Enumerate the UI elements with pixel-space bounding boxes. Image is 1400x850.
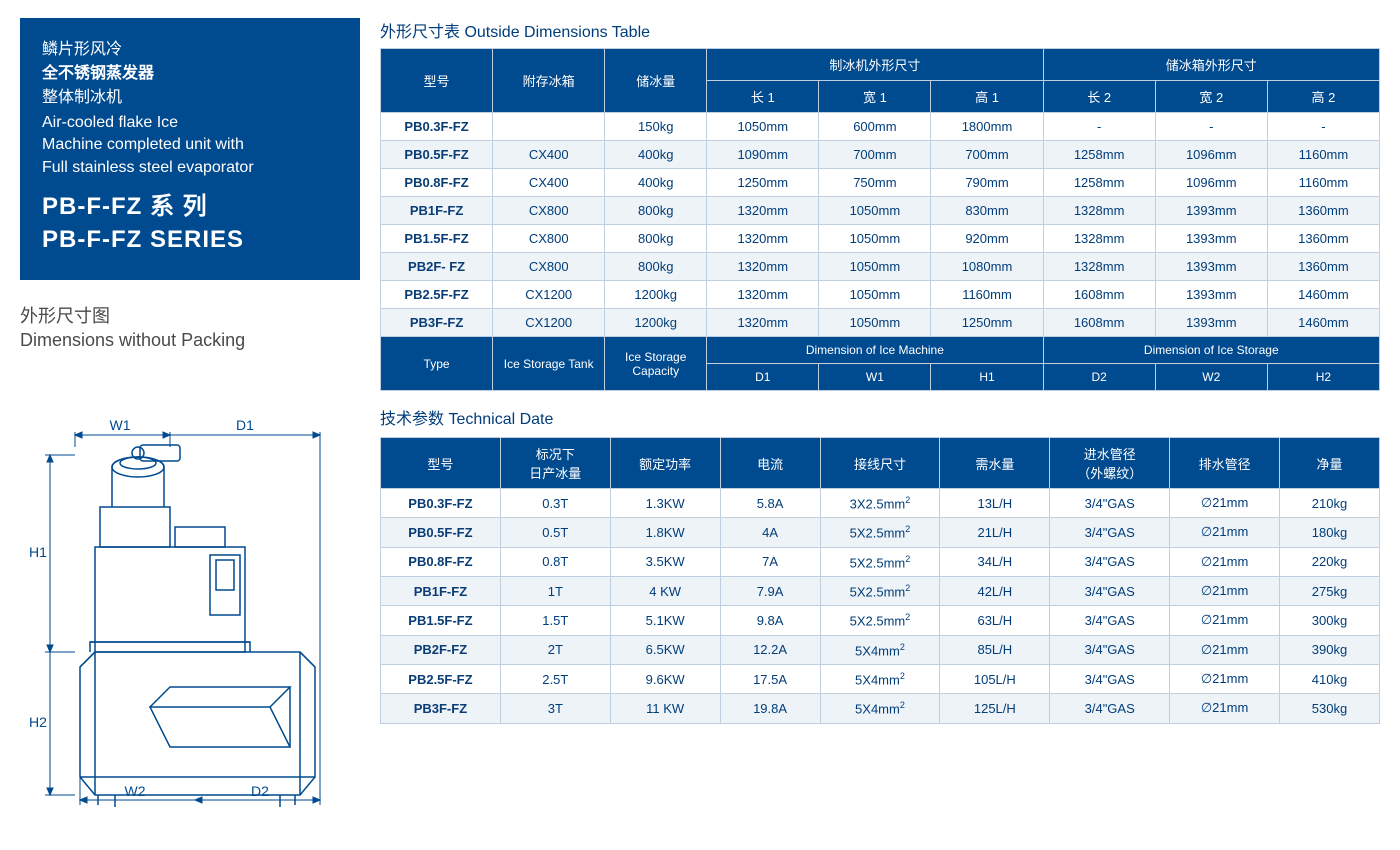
series-en: PB-F-FZ SERIES [42, 224, 338, 256]
table-row: PB3F-FZCX12001200kg1320mm1050mm1250mm160… [381, 309, 1380, 337]
technical-table: 型号 标况下 日产冰量 额定功率 电流 接线尺寸 需水量 进水管径 （外螺纹） … [380, 437, 1380, 724]
table-row: PB0.5F-FZCX400400kg1090mm700mm700mm1258m… [381, 141, 1380, 169]
cn-line2: 全不锈钢蒸发器 [42, 62, 338, 86]
th-capacity: 储冰量 [605, 49, 707, 113]
th2-inlet: 进水管径 （外螺纹） [1050, 438, 1170, 489]
en-desc: Air-cooled flake Ice Machine completed u… [42, 112, 338, 179]
dimensions-diagram: W1 D1 H1 H2 D2 W2 [20, 377, 360, 810]
table-row: PB2.5F-FZ2.5T9.6KW17.5A5X4mm2105L/H3/4"G… [381, 664, 1380, 693]
table-row: PB0.3F-FZ0.3T1.3KW5.8A3X2.5mm213L/H3/4"G… [381, 489, 1380, 518]
table2-title: 技术参数 Technical Date [380, 405, 1380, 429]
table-row: PB0.8F-FZCX400400kg1250mm750mm790mm1258m… [381, 169, 1380, 197]
diag-label-h1: H1 [29, 544, 47, 560]
th-model: 型号 [381, 49, 493, 113]
th2-wire: 接线尺寸 [820, 438, 940, 489]
th2-current: 电流 [720, 438, 820, 489]
table-row: PB2F-FZ2T6.5KW12.2A5X4mm285L/H3/4"GAS∅21… [381, 635, 1380, 664]
table-row: PB0.5F-FZ0.5T1.8KW4A5X2.5mm221L/H3/4"GAS… [381, 518, 1380, 547]
th2-model: 型号 [381, 438, 501, 489]
th-storage-dim: 储冰箱外形尺寸 [1043, 49, 1379, 81]
table-row: PB2F- FZCX800800kg1320mm1050mm1080mm1328… [381, 253, 1380, 281]
table-row: PB0.3F-FZ150kg1050mm600mm1800mm--- [381, 113, 1380, 141]
th2-outlet: 排水管径 [1170, 438, 1280, 489]
diag-label-w1: W1 [110, 417, 131, 433]
table-row: PB0.8F-FZ0.8T3.5KW7A5X2.5mm234L/H3/4"GAS… [381, 547, 1380, 576]
th2-water: 需水量 [940, 438, 1050, 489]
diag-label-h2: H2 [29, 714, 47, 730]
table-row: PB3F-FZ3T11 KW19.8A5X4mm2125L/H3/4"GAS∅2… [381, 694, 1380, 723]
th-tank: 附存冰箱 [493, 49, 605, 113]
cn-line1: 鳞片形风冷 [42, 38, 338, 62]
th2-weight: 净量 [1280, 438, 1380, 489]
series-info-box: 鳞片形风冷 全不锈钢蒸发器 整体制冰机 Air-cooled flake Ice… [20, 18, 360, 280]
table-row: PB1.5F-FZCX800800kg1320mm1050mm920mm1328… [381, 225, 1380, 253]
table-row: PB1.5F-FZ1.5T5.1KW9.8A5X2.5mm263L/H3/4"G… [381, 606, 1380, 635]
diag-label-w2: W2 [125, 783, 146, 799]
dimensions-label: 外形尺寸图 Dimensions without Packing [20, 302, 360, 351]
dimensions-table: 型号 附存冰箱 储冰量 制冰机外形尺寸 储冰箱外形尺寸 长 1 宽 1 高 1 … [380, 48, 1380, 391]
table-row: PB2.5F-FZCX12001200kg1320mm1050mm1160mm1… [381, 281, 1380, 309]
series-cn: PB-F-FZ 系 列 [42, 191, 338, 223]
table-row: PB1F-FZCX800800kg1320mm1050mm830mm1328mm… [381, 197, 1380, 225]
table-row: PB1F-FZ1T4 KW7.9A5X2.5mm242L/H3/4"GAS∅21… [381, 576, 1380, 605]
table1-title: 外形尺寸表 Outside Dimensions Table [380, 18, 1380, 42]
th-machine-dim: 制冰机外形尺寸 [707, 49, 1043, 81]
th2-output: 标况下 日产冰量 [500, 438, 610, 489]
diag-label-d2: D2 [251, 783, 269, 799]
th2-power: 额定功率 [610, 438, 720, 489]
diag-label-d1: D1 [236, 417, 254, 433]
cn-line3: 整体制冰机 [42, 86, 338, 110]
